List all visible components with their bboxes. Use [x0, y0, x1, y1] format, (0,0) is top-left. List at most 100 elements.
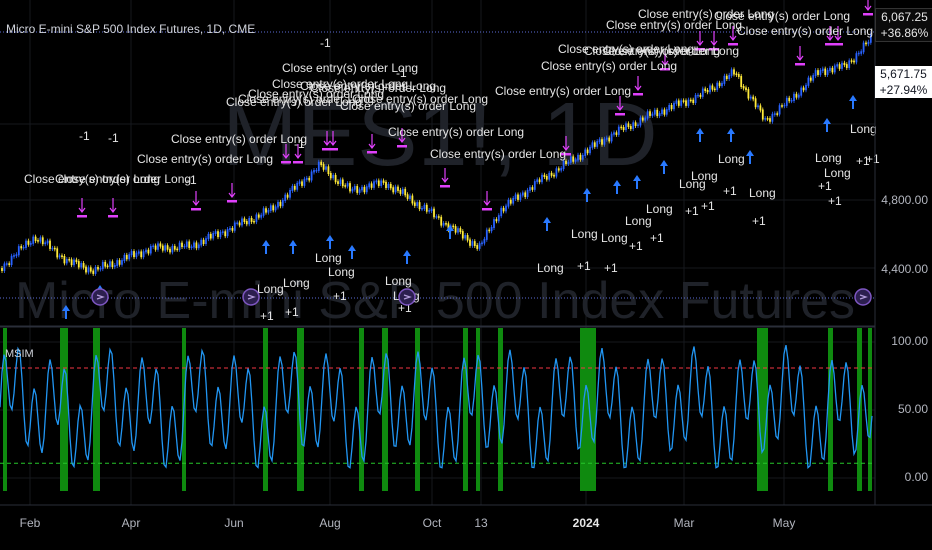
candle-body: [841, 62, 843, 69]
candle-body: [322, 164, 325, 170]
candle-body: [577, 154, 579, 161]
candle-body: [625, 123, 627, 131]
candle-body: [531, 187, 534, 190]
entry-label: Long: [315, 251, 342, 265]
candle-body: [579, 154, 582, 160]
time-axis-label: Aug: [319, 516, 341, 530]
entry-label: Long: [601, 231, 628, 245]
candle-body: [685, 100, 687, 106]
time-axis-label: May: [772, 516, 796, 530]
oscillator-zone: [476, 328, 480, 491]
candle-body: [747, 89, 750, 99]
entry-qty-label: +1: [333, 289, 347, 303]
candle-body: [517, 194, 519, 200]
candle-body: [783, 104, 786, 107]
exit-marker-bar: [863, 13, 873, 16]
candle-body: [121, 260, 123, 265]
candle-body: [111, 261, 114, 268]
exit-qty-label: -1: [320, 36, 331, 50]
candle-body: [89, 267, 92, 272]
candle-body: [629, 126, 632, 130]
candle-body: [550, 172, 553, 176]
candle-body: [466, 235, 469, 241]
time-axis-label: Feb: [19, 516, 41, 530]
candle-body: [737, 74, 740, 77]
candle-body: [145, 249, 147, 253]
event-badge-icon: [91, 288, 109, 306]
candle-body: [409, 195, 411, 199]
event-badge-glyph: [247, 294, 256, 300]
candle-body: [646, 111, 649, 119]
candle-body: [236, 222, 239, 224]
candle-body: [447, 223, 450, 231]
candle-body: [476, 245, 479, 249]
exit-marker-bar: [77, 215, 87, 218]
candle-body: [788, 97, 791, 102]
candle-body: [668, 105, 671, 111]
candle-body: [161, 245, 164, 251]
oscillator-zone: [828, 328, 833, 491]
entry-arrow: [62, 305, 70, 319]
candle-body: [860, 51, 863, 54]
candle-body: [313, 170, 315, 173]
candle-body: [421, 208, 423, 210]
candle-body: [289, 189, 291, 198]
candle-body: [661, 109, 663, 115]
event-badge-glyph: [859, 294, 868, 300]
candle-body: [565, 160, 567, 165]
exit-marker-head: [282, 153, 290, 159]
candle-body: [195, 242, 198, 249]
candle-body: [207, 233, 210, 240]
candle-body: [44, 242, 47, 245]
candle-body: [526, 189, 529, 198]
candle-body: [574, 159, 577, 162]
exit-marker-head: [796, 55, 804, 61]
candle-body: [233, 222, 236, 231]
candle-body: [344, 185, 347, 187]
entry-label: Long: [815, 151, 842, 165]
candle-body: [649, 111, 651, 116]
candle-body: [425, 204, 428, 212]
candle-body: [85, 266, 87, 273]
candle-body: [94, 266, 97, 274]
candle-body: [692, 99, 695, 104]
candle-body: [226, 229, 229, 237]
candle-body: [855, 53, 858, 63]
candle-body: [77, 261, 80, 268]
candle-body: [356, 186, 359, 193]
candle-body: [761, 109, 764, 120]
candle-body: [430, 208, 433, 212]
candle-body: [118, 260, 121, 265]
entry-arrow: [660, 160, 668, 174]
exit-label: Close entry(s) order Long: [171, 132, 307, 146]
entry-label: Long: [328, 265, 355, 279]
candle-body: [106, 265, 109, 268]
candle-body: [358, 189, 361, 193]
candle-body: [128, 254, 131, 260]
candle-body: [452, 225, 455, 228]
candle-body: [281, 199, 284, 207]
entry-arrow: [326, 235, 334, 249]
candle-body: [605, 137, 608, 140]
candle-body: [279, 201, 282, 207]
candle-body: [325, 166, 327, 170]
entry-label: Long: [718, 152, 745, 166]
candle-body: [699, 94, 702, 97]
oscillator-zone: [359, 328, 364, 491]
candle-body: [521, 192, 524, 196]
candle-body: [334, 174, 337, 183]
candle-body: [433, 208, 435, 218]
candle-body: [617, 126, 620, 135]
candle-body: [634, 122, 637, 126]
candle-body: [490, 226, 493, 232]
candle-body: [483, 238, 486, 244]
candle-body: [142, 251, 145, 258]
candle-body: [809, 77, 812, 81]
candle-body: [639, 117, 642, 126]
candle-body: [687, 99, 690, 106]
candle-body: [853, 60, 855, 63]
entry-qty-label: +1: [701, 199, 715, 213]
entry-qty-label: +1: [866, 152, 880, 166]
candle-body: [214, 231, 217, 234]
